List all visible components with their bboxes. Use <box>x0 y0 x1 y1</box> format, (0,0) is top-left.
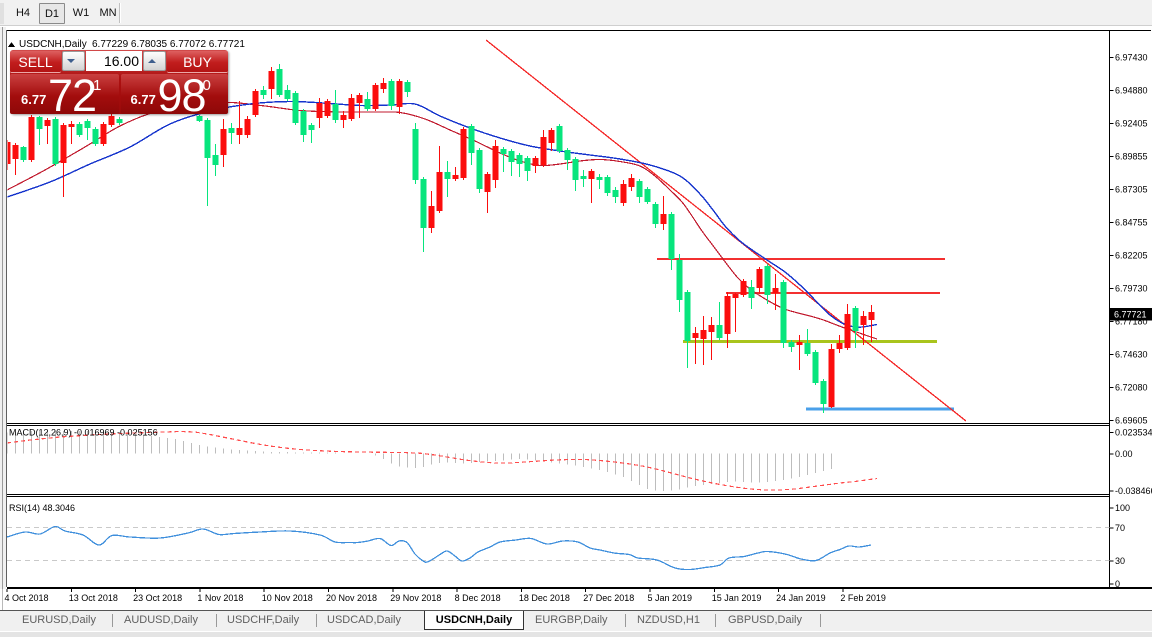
svg-text:6.87305: 6.87305 <box>1115 185 1148 195</box>
svg-text:13 Oct 2018: 13 Oct 2018 <box>69 593 118 603</box>
svg-text:100: 100 <box>1115 503 1130 513</box>
svg-text:6.84755: 6.84755 <box>1115 218 1148 228</box>
svg-text:24 Jan 2019: 24 Jan 2019 <box>776 593 826 603</box>
svg-text:0.00: 0.00 <box>1115 449 1133 459</box>
svg-text:20 Nov 2018: 20 Nov 2018 <box>326 593 377 603</box>
svg-text:15 Jan 2019: 15 Jan 2019 <box>712 593 762 603</box>
svg-text:6.69605: 6.69605 <box>1115 416 1148 426</box>
svg-text:27 Dec 2018: 27 Dec 2018 <box>583 593 634 603</box>
svg-text:6.72080: 6.72080 <box>1115 383 1148 393</box>
svg-text:6.89855: 6.89855 <box>1115 152 1148 162</box>
svg-text:70: 70 <box>1115 523 1125 533</box>
svg-text:5 Jan 2019: 5 Jan 2019 <box>648 593 693 603</box>
svg-text:1 Nov 2018: 1 Nov 2018 <box>197 593 243 603</box>
svg-text:6.82205: 6.82205 <box>1115 251 1148 261</box>
svg-text:18 Dec 2018: 18 Dec 2018 <box>519 593 570 603</box>
svg-text:-0.038466: -0.038466 <box>1115 486 1152 496</box>
svg-text:6.77229 6.78035 6.77072 6.7772: 6.77229 6.78035 6.77072 6.77721 <box>92 39 245 50</box>
svg-text:6.94880: 6.94880 <box>1115 86 1148 96</box>
svg-text:6.79730: 6.79730 <box>1115 284 1148 294</box>
svg-text:RSI(14) 48.3046: RSI(14) 48.3046 <box>9 503 75 513</box>
svg-text:6.97430: 6.97430 <box>1115 53 1148 63</box>
svg-text:MACD(12,26,9) -0.016969 -0.025: MACD(12,26,9) -0.016969 -0.025156 <box>9 428 158 438</box>
svg-text:6.74630: 6.74630 <box>1115 350 1148 360</box>
svg-text:6.77721: 6.77721 <box>1114 310 1147 320</box>
svg-text:4 Oct 2018: 4 Oct 2018 <box>5 593 49 603</box>
svg-text:0: 0 <box>1115 579 1120 589</box>
svg-text:2 Feb 2019: 2 Feb 2019 <box>840 593 886 603</box>
svg-text:10 Nov 2018: 10 Nov 2018 <box>262 593 313 603</box>
svg-text:8 Dec 2018: 8 Dec 2018 <box>455 593 501 603</box>
svg-text:6.92405: 6.92405 <box>1115 119 1148 129</box>
svg-text:0.023534: 0.023534 <box>1115 428 1152 438</box>
svg-text:6.77180: 6.77180 <box>1115 317 1148 327</box>
svg-text:29 Nov 2018: 29 Nov 2018 <box>390 593 441 603</box>
svg-text:USDCNH,Daily: USDCNH,Daily <box>19 39 87 50</box>
svg-text:23 Oct 2018: 23 Oct 2018 <box>133 593 182 603</box>
svg-text:30: 30 <box>1115 556 1125 566</box>
